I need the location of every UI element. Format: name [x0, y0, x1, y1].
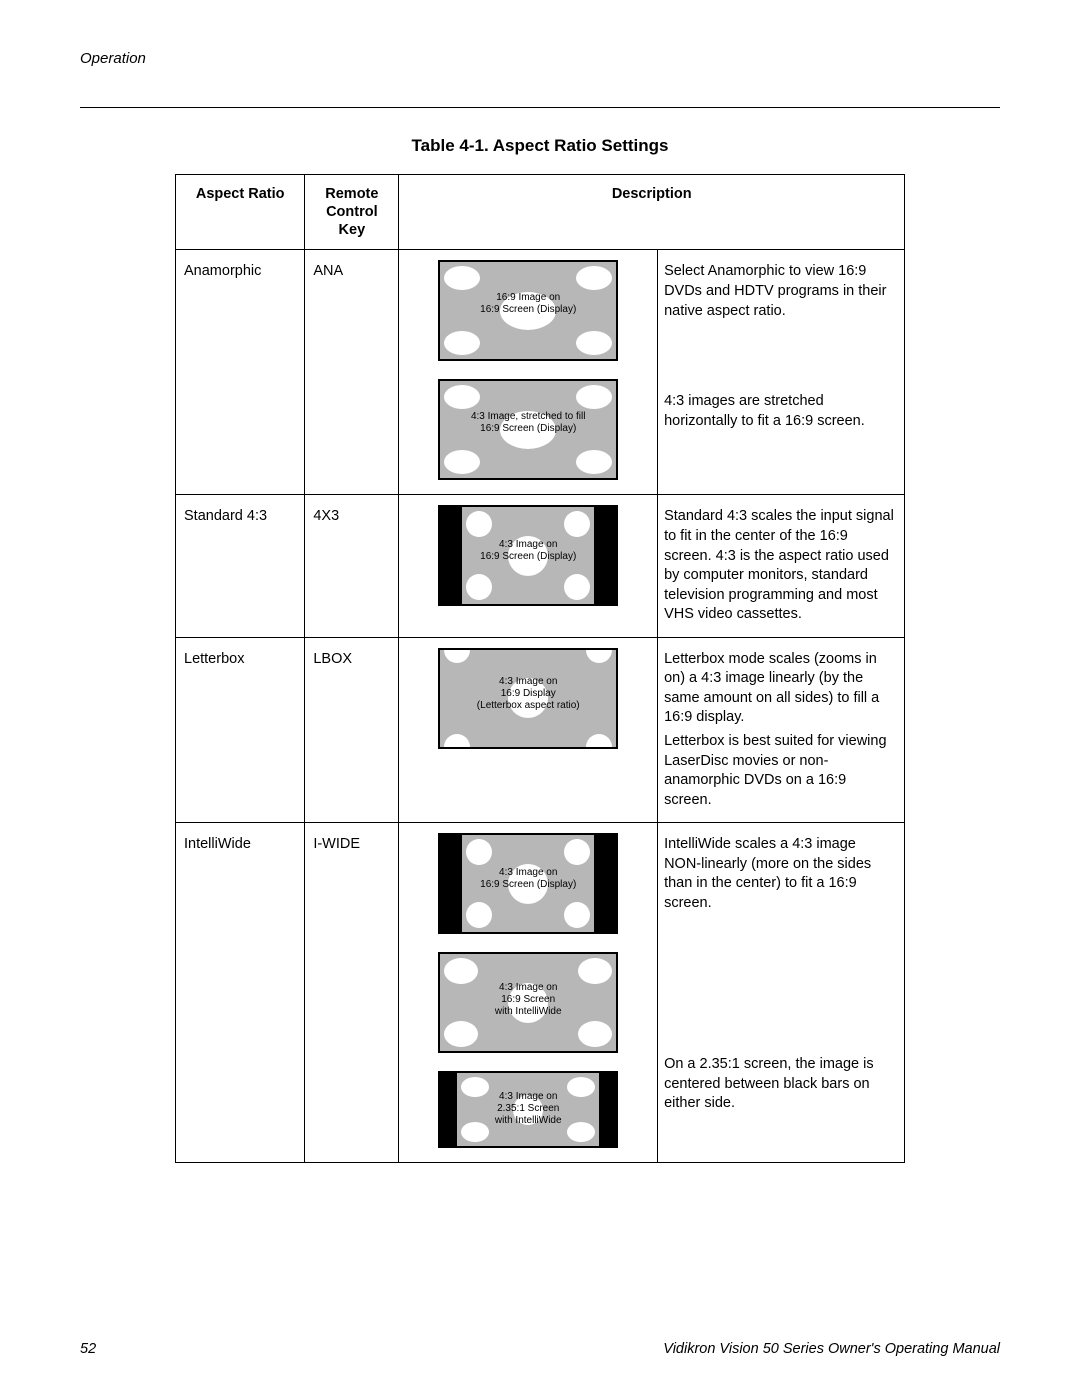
- row-anamorphic: Anamorphic ANA 16:9 Image on 16: [176, 250, 905, 495]
- col-aspect-ratio: Aspect Ratio: [176, 175, 305, 250]
- cell-key: ANA: [305, 250, 399, 495]
- page-number: 52: [80, 1341, 96, 1357]
- diagram-iw-43: 4:3 Image on 16:9 Screen (Display): [438, 833, 618, 934]
- diagram-standard43: 4:3 Image on 16:9 Screen (Display): [438, 505, 618, 606]
- aspect-ratio-table: Aspect Ratio RemoteControlKey Descriptio…: [175, 174, 905, 1163]
- row-intelliwide: IntelliWide I-WIDE: [176, 823, 905, 1163]
- manual-title: Vidikron Vision 50 Series Owner's Operat…: [663, 1341, 1000, 1357]
- col-description: Description: [399, 175, 905, 250]
- page-footer: 52 Vidikron Vision 50 Series Owner's Ope…: [80, 1341, 1000, 1357]
- diagram-iw-169: 4:3 Image on 16:9 Screen with IntelliWid…: [438, 952, 618, 1053]
- cell-desc: Select Anamorphic to view 16:9 DVDs and …: [658, 250, 905, 495]
- cell-diagram: 16:9 Image on 16:9 Screen (Display): [399, 250, 658, 495]
- table-title: Table 4-1. Aspect Ratio Settings: [80, 136, 1000, 156]
- row-letterbox: Letterbox LBOX 4:3 Image on: [176, 637, 905, 823]
- diagram-anamorphic-169: 16:9 Image on 16:9 Screen (Display): [438, 260, 618, 361]
- section-header: Operation: [80, 50, 1000, 67]
- diagram-iw-235: 4:3 Image on 2.35:1 Screen with IntelliW…: [438, 1071, 618, 1148]
- diagram-anamorphic-43stretch: 4:3 Image, stretched to fill 16:9 Screen…: [438, 379, 618, 480]
- row-standard43: Standard 4:3 4X3 4: [176, 495, 905, 637]
- divider: [80, 107, 1000, 108]
- col-remote-key: RemoteControlKey: [305, 175, 399, 250]
- cell-aspect: Anamorphic: [176, 250, 305, 495]
- diagram-letterbox: 4:3 Image on 16:9 Display (Letterbox asp…: [438, 648, 618, 749]
